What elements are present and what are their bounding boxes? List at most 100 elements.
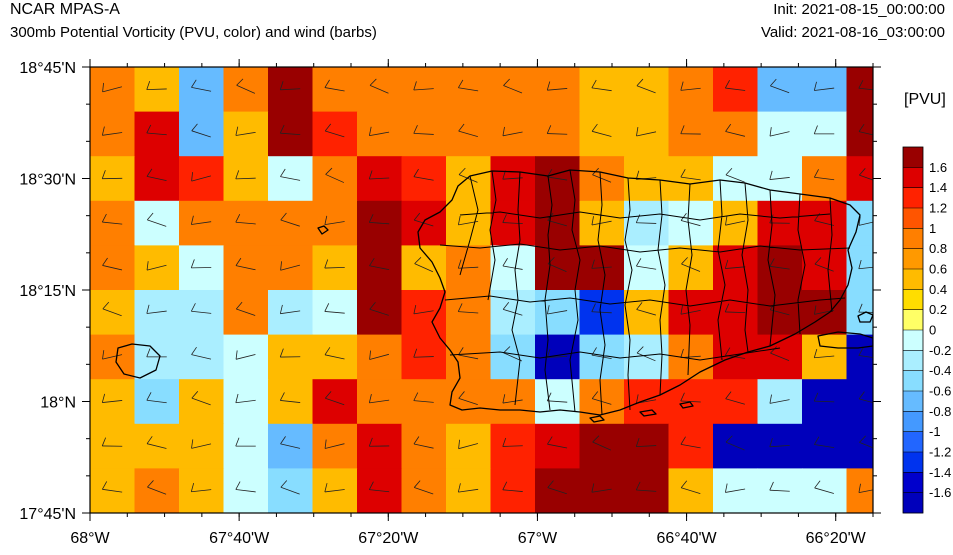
- wind-barb: [146, 392, 167, 404]
- wind-barb: [680, 436, 701, 449]
- lat-label: 17°45'N: [19, 506, 76, 523]
- wind-barb: [101, 126, 123, 136]
- wind-barb: [724, 79, 746, 91]
- wind-barb: [458, 123, 478, 138]
- colorbar-label: -1.2: [929, 445, 951, 460]
- wind-barb: [413, 348, 434, 358]
- wind-barb: [235, 213, 256, 225]
- wind-barb: [858, 347, 873, 358]
- wind-barb: [191, 172, 212, 182]
- wind-barb: [280, 436, 301, 449]
- wind-barb: [236, 78, 256, 94]
- wind-barb: [635, 481, 657, 492]
- wind-barb: [724, 303, 746, 314]
- wind-barb: [146, 212, 167, 227]
- colorbar: 1.6 1.4 1.2 1 0.8 0.6 0.4 0.2 0 -0.2 -0.4 -0.6 -0.8 -…: [902, 146, 951, 514]
- lon-label: 66°40'W: [656, 530, 717, 547]
- wind-barb: [591, 391, 612, 405]
- wind-barb: [279, 304, 301, 315]
- colorbar-swatch: [903, 330, 923, 351]
- lon-label: 67°40'W: [209, 530, 270, 547]
- wind-barb: [859, 168, 873, 181]
- colorbar-swatch: [903, 167, 923, 188]
- wind-barb: [146, 124, 167, 136]
- wind-barb: [680, 480, 701, 495]
- wind-barb: [191, 123, 211, 138]
- wind-barb: [502, 481, 523, 492]
- wind-barb: [324, 391, 345, 406]
- wind-barb: [324, 215, 345, 226]
- wind-barb: [591, 79, 612, 92]
- wind-barb: [280, 212, 300, 227]
- wind-barb: [724, 259, 746, 269]
- wind-barb: [102, 350, 123, 360]
- wind-barb: [680, 81, 701, 91]
- wind-barb: [368, 481, 390, 493]
- wind-barb: [502, 126, 523, 137]
- wind-barb: [458, 439, 479, 450]
- wind-barb: [102, 301, 122, 317]
- wind-barb: [235, 257, 256, 271]
- wind-barb: [636, 258, 657, 270]
- colorbar-label: -0.2: [929, 343, 951, 358]
- wind-barb: [591, 216, 612, 226]
- colorbar-label: 1: [929, 221, 936, 236]
- wind-barb: [413, 392, 434, 403]
- wind-barb: [725, 216, 746, 226]
- wind-barb: [280, 480, 300, 495]
- colorbar-swatch: [903, 248, 923, 270]
- wind-barb: [369, 78, 389, 94]
- colorbar-swatch: [903, 208, 923, 229]
- wind-barb: [858, 123, 873, 136]
- wind-barb: [546, 392, 568, 403]
- puerto-rico-outline: [417, 169, 861, 416]
- lon-label: 66°20'W: [806, 530, 867, 547]
- wind-barb: [503, 346, 523, 362]
- wind-barb: [681, 257, 701, 272]
- wind-barb: [413, 480, 434, 495]
- wind-barb: [591, 259, 612, 269]
- wind-barb: [190, 482, 212, 493]
- wind-barb: [769, 258, 790, 270]
- wind-barb: [235, 350, 256, 360]
- colorbar-label: 1.2: [929, 201, 947, 216]
- wind-barb: [324, 439, 345, 449]
- wind-barb: [502, 302, 523, 316]
- wind-barb: [279, 348, 301, 358]
- map-subtitle: 300mb Potential Vorticity (PVU, color) a…: [10, 24, 377, 41]
- wind-barbs: [101, 78, 873, 495]
- wind-barb: [414, 257, 434, 273]
- colorbar-swatch: [903, 187, 923, 209]
- colorbar-swatch: [903, 472, 923, 493]
- wind-barb: [324, 347, 345, 360]
- colorbar-swatch: [903, 350, 923, 371]
- wind-barb: [368, 170, 390, 180]
- wind-barb: [636, 302, 656, 316]
- wind-barb: [146, 304, 167, 314]
- south-cays: [589, 401, 694, 423]
- wind-barb: [413, 81, 434, 91]
- axis-ticks: [82, 59, 881, 521]
- colorbar-swatch: [903, 391, 923, 412]
- lon-label: 68°W: [70, 530, 110, 547]
- wind-barb: [279, 392, 301, 403]
- wind-barb: [858, 259, 873, 270]
- wind-barb: [858, 391, 873, 404]
- wind-barb: [102, 82, 123, 93]
- wind-barb: [368, 437, 390, 447]
- wind-barb: [146, 261, 167, 271]
- wind-barb: [769, 394, 790, 404]
- wind-barb: [457, 483, 479, 493]
- wind-barb: [502, 437, 523, 447]
- colorbar-swatch: [903, 147, 923, 168]
- wind-barb: [101, 393, 123, 403]
- wind-barb: [324, 303, 345, 314]
- colorbar-swatch: [903, 228, 923, 249]
- mona-island: [115, 343, 161, 379]
- wind-barb: [458, 79, 479, 92]
- wind-barb: [457, 303, 479, 314]
- wind-barb: [591, 303, 612, 314]
- model-title: NCAR MPAS-A: [10, 1, 120, 18]
- wind-barb: [279, 81, 301, 91]
